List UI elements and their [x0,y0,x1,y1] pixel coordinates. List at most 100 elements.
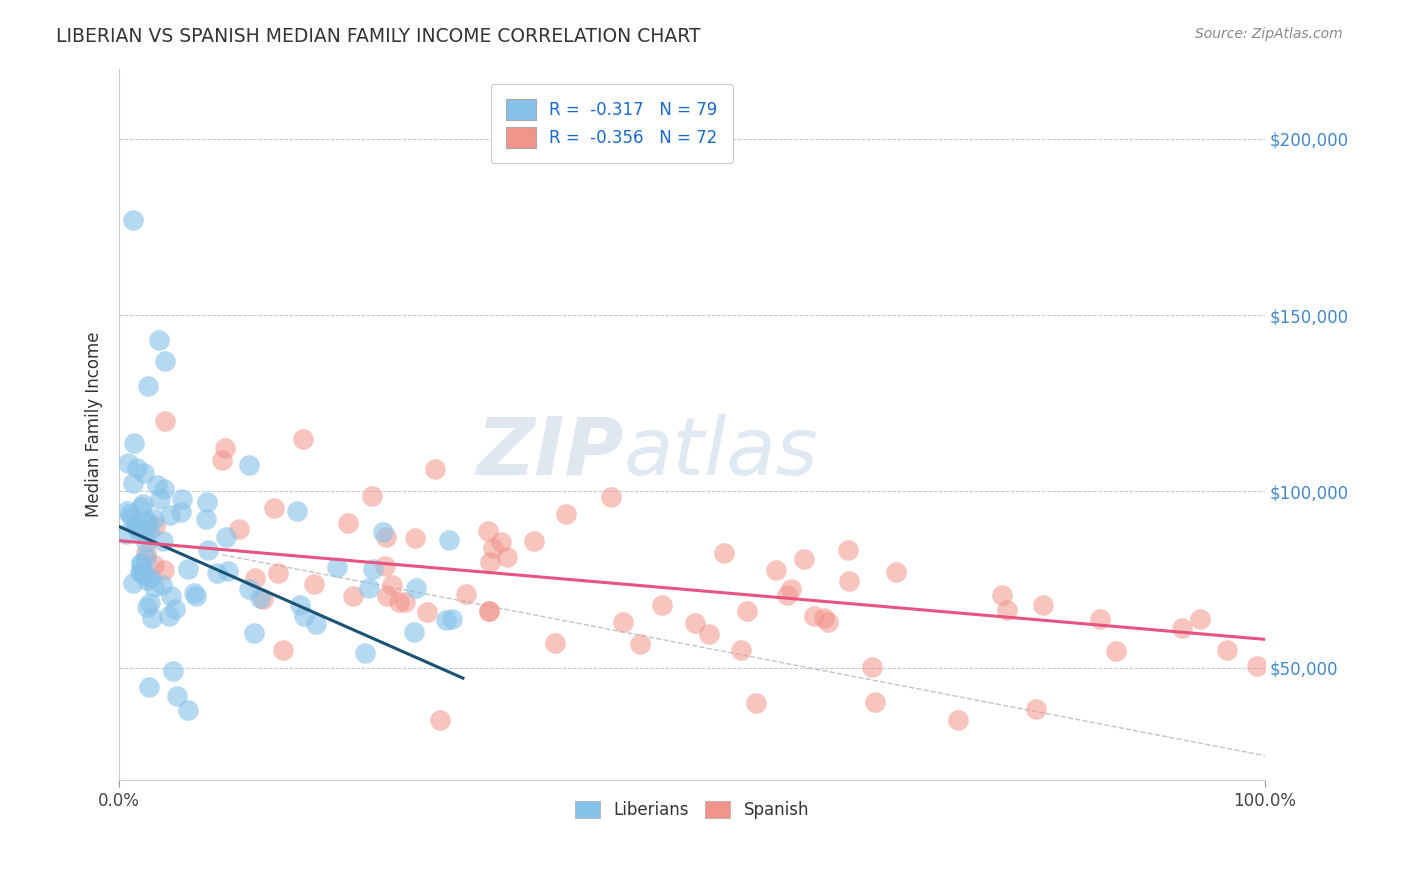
Point [837,542,859,557]
Point [357,582,380,596]
Point [765,562,787,576]
Point [177,703,200,717]
Point [214,442,236,456]
Text: Source: ZipAtlas.com: Source: ZipAtlas.com [1195,27,1343,41]
Point [478,555,501,569]
Point [371,524,394,539]
Point [129,556,152,570]
Point [361,562,384,576]
Point [456,587,478,601]
Point [434,613,457,627]
Point [1189,612,1212,626]
Point [730,642,752,657]
Point [243,571,266,585]
Point [129,500,152,515]
Point [354,646,377,660]
Point [135,573,157,587]
Point [776,589,799,603]
Point [489,535,512,549]
Legend: Liberians, Spanish: Liberians, Spanish [568,794,815,825]
Point [122,213,145,227]
Point [779,582,801,597]
Point [374,530,396,544]
Point [416,605,439,619]
Point [252,591,274,606]
Point [735,604,758,618]
Point [478,604,501,618]
Point [141,610,163,624]
Text: ZIP: ZIP [477,414,623,491]
Point [215,531,238,545]
Point [291,432,314,446]
Point [143,558,166,573]
Point [1215,643,1237,657]
Point [122,436,145,450]
Point [381,578,404,592]
Point [117,504,139,518]
Point [136,378,159,392]
Point [165,601,187,615]
Point [153,354,176,368]
Point [995,602,1018,616]
Point [288,599,311,613]
Point [197,543,219,558]
Point [170,505,193,519]
Point [121,511,143,525]
Point [131,557,153,571]
Point [266,566,288,580]
Point [302,576,325,591]
Point [127,523,149,537]
Point [249,591,271,605]
Point [263,501,285,516]
Point [129,565,152,579]
Point [159,508,181,522]
Point [482,541,505,556]
Point [1105,644,1128,658]
Point [115,526,138,541]
Point [153,482,176,496]
Point [441,612,464,626]
Text: LIBERIAN VS SPANISH MEDIAN FAMILY INCOME CORRELATION CHART: LIBERIAN VS SPANISH MEDIAN FAMILY INCOME… [56,27,700,45]
Point [402,625,425,640]
Point [176,562,198,576]
Point [117,456,139,470]
Point [197,495,219,509]
Point [1032,598,1054,612]
Point [135,551,157,566]
Point [543,636,565,650]
Point [342,590,364,604]
Point [404,531,426,545]
Point [651,598,673,612]
Point [148,333,170,347]
Point [523,533,546,548]
Point [496,549,519,564]
Point [132,466,155,480]
Point [713,546,735,560]
Point [145,478,167,492]
Point [217,564,239,578]
Point [238,458,260,472]
Text: atlas: atlas [623,414,818,491]
Point [745,697,768,711]
Point [285,503,308,517]
Point [160,589,183,603]
Point [863,695,886,709]
Point [118,508,141,522]
Point [817,615,839,629]
Point [437,533,460,548]
Point [271,642,294,657]
Point [1246,658,1268,673]
Point [683,615,706,630]
Point [337,516,360,530]
Point [138,680,160,694]
Point [243,625,266,640]
Point [166,689,188,703]
Point [132,567,155,582]
Point [122,576,145,591]
Point [884,565,907,579]
Point [429,714,451,728]
Point [132,525,155,540]
Point [157,609,180,624]
Point [292,609,315,624]
Point [238,582,260,597]
